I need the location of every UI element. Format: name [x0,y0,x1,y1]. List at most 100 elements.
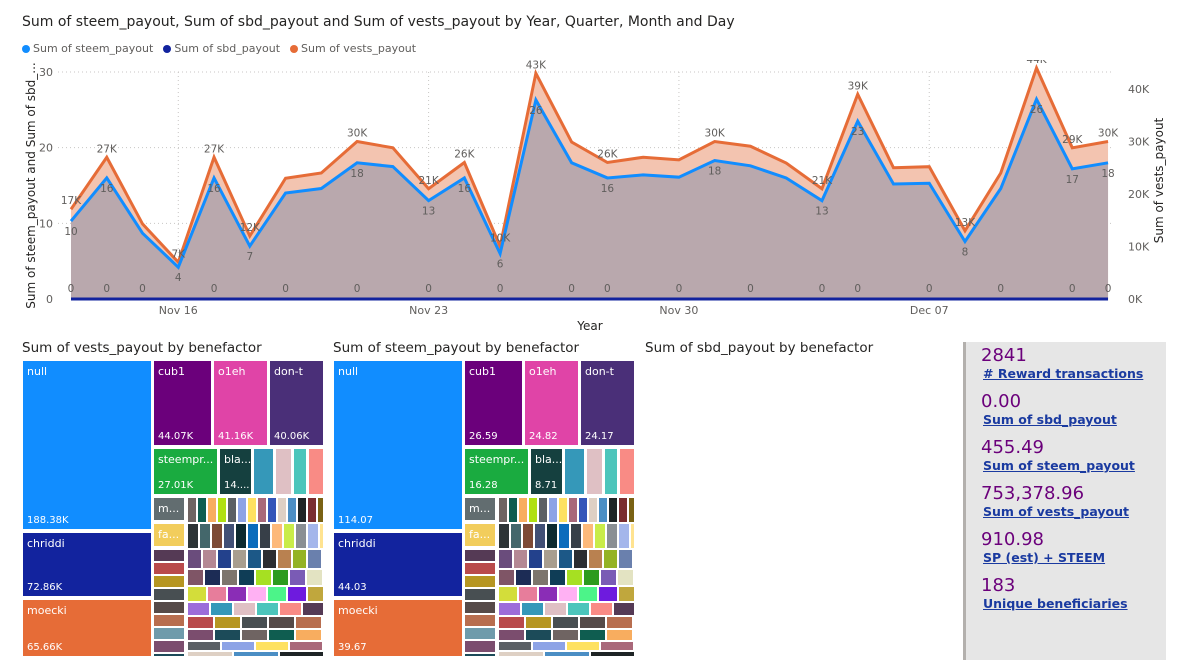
treemap-small-tile[interactable] [464,614,496,627]
treemap-tile[interactable]: cub1 26.59 [464,360,523,446]
treemap-small-tile[interactable] [271,523,283,549]
treemap-small-tile[interactable] [464,653,496,657]
treemap-small-tile[interactable] [293,448,307,495]
treemap-small-tile[interactable] [606,523,618,549]
treemap-tile[interactable]: bla... 14.... [219,448,252,495]
treemap-small-tile[interactable] [287,497,297,523]
treemap-small-tile[interactable] [598,497,608,523]
treemap-small-tile[interactable] [606,629,633,641]
treemap-small-tile[interactable] [292,549,307,569]
treemap-small-tile[interactable] [256,602,279,616]
treemap-tile[interactable]: don-t 40.06K [269,360,324,446]
treemap-small-tile[interactable] [522,523,534,549]
treemap-small-tile[interactable] [283,523,295,549]
treemap-small-tile[interactable] [513,549,528,569]
treemap-small-tile[interactable] [287,586,307,602]
treemap-small-tile[interactable] [204,569,221,586]
treemap-small-tile[interactable] [307,586,324,602]
treemap-small-tile[interactable] [558,497,568,523]
treemap-small-tile[interactable] [588,549,603,569]
treemap-small-tile[interactable] [558,586,578,602]
treemap-small-tile[interactable] [634,641,636,651]
treemap-small-tile[interactable] [598,586,618,602]
treemap-small-tile[interactable] [153,601,185,614]
treemap-small-tile[interactable] [268,616,295,629]
kpi-label-link[interactable]: Sum of vests_payout [983,504,1129,519]
treemap-small-tile[interactable] [588,497,598,523]
treemap-tile[interactable]: chriddi 44.03 [333,532,463,597]
treemap-small-tile[interactable] [549,569,566,586]
treemap-small-tile[interactable] [210,602,233,616]
treemap-small-tile[interactable] [464,627,496,640]
treemap-small-tile[interactable] [633,549,635,569]
treemap-small-tile[interactable] [630,523,635,549]
treemap-small-tile[interactable] [498,616,525,629]
treemap-small-tile[interactable] [618,549,633,569]
treemap-steem[interactable]: null 114.07 chriddi 44.03 moecki 39.67 cub1 26.… [333,360,636,657]
treemap-small-tile[interactable] [604,448,618,495]
treemap-small-tile[interactable] [302,602,324,616]
treemap-small-tile[interactable] [255,641,289,651]
treemap-small-tile[interactable] [187,497,197,523]
treemap-small-tile[interactable] [197,497,207,523]
treemap-small-tile[interactable] [214,616,241,629]
treemap-small-tile[interactable] [317,497,324,523]
treemap-small-tile[interactable] [187,523,199,549]
treemap-small-tile[interactable] [307,523,319,549]
treemap-small-tile[interactable] [618,523,630,549]
treemap-small-tile[interactable] [464,640,496,653]
treemap-small-tile[interactable] [567,602,590,616]
treemap-small-tile[interactable] [153,575,185,588]
treemap-small-tile[interactable] [199,523,211,549]
treemap-small-tile[interactable] [613,602,635,616]
treemap-small-tile[interactable] [498,641,532,651]
treemap-small-tile[interactable] [233,651,279,657]
treemap-small-tile[interactable] [241,629,268,641]
treemap-small-tile[interactable] [272,569,289,586]
treemap-small-tile[interactable] [586,448,603,495]
treemap-small-tile[interactable] [307,549,322,569]
treemap-tile[interactable]: m... [153,497,185,521]
treemap-tile[interactable]: moecki 65.66K [22,599,152,657]
treemap-small-tile[interactable] [277,497,287,523]
treemap-small-tile[interactable] [322,549,324,569]
treemap-small-tile[interactable] [267,586,287,602]
treemap-small-tile[interactable] [566,569,583,586]
treemap-small-tile[interactable] [295,629,322,641]
treemap-small-tile[interactable] [564,448,585,495]
treemap-small-tile[interactable] [532,641,566,651]
kpi-label-link[interactable]: # Reward transactions [983,366,1144,381]
treemap-small-tile[interactable] [552,616,579,629]
treemap-small-tile[interactable] [279,651,324,657]
treemap-small-tile[interactable] [207,586,227,602]
treemap-small-tile[interactable] [510,523,522,549]
legend-item-vests[interactable]: Sum of vests_payout [290,42,416,55]
treemap-small-tile[interactable] [498,523,510,549]
treemap-tile[interactable]: don-t 24.17 [580,360,635,446]
treemap-small-tile[interactable] [307,497,317,523]
treemap-small-tile[interactable] [221,569,238,586]
treemap-small-tile[interactable] [323,641,325,651]
legend-item-steem[interactable]: Sum of steem_payout [22,42,153,55]
treemap-small-tile[interactable] [578,497,588,523]
treemap-small-tile[interactable] [153,640,185,653]
legend-item-sbd[interactable]: Sum of sbd_payout [163,42,280,55]
treemap-small-tile[interactable] [295,616,322,629]
treemap-small-tile[interactable] [558,549,573,569]
treemap-small-tile[interactable] [544,602,567,616]
treemap-small-tile[interactable] [153,653,185,657]
treemap-small-tile[interactable] [498,629,525,641]
treemap-small-tile[interactable] [211,523,223,549]
treemap-small-tile[interactable] [498,497,508,523]
treemap-small-tile[interactable] [528,549,543,569]
treemap-small-tile[interactable] [608,497,618,523]
treemap-small-tile[interactable] [187,651,233,657]
treemap-small-tile[interactable] [558,523,570,549]
treemap-small-tile[interactable] [570,523,582,549]
treemap-small-tile[interactable] [267,497,277,523]
treemap-small-tile[interactable] [255,569,272,586]
treemap-small-tile[interactable] [306,569,323,586]
treemap-small-tile[interactable] [227,586,247,602]
treemap-small-tile[interactable] [153,614,185,627]
treemap-small-tile[interactable] [308,448,324,495]
